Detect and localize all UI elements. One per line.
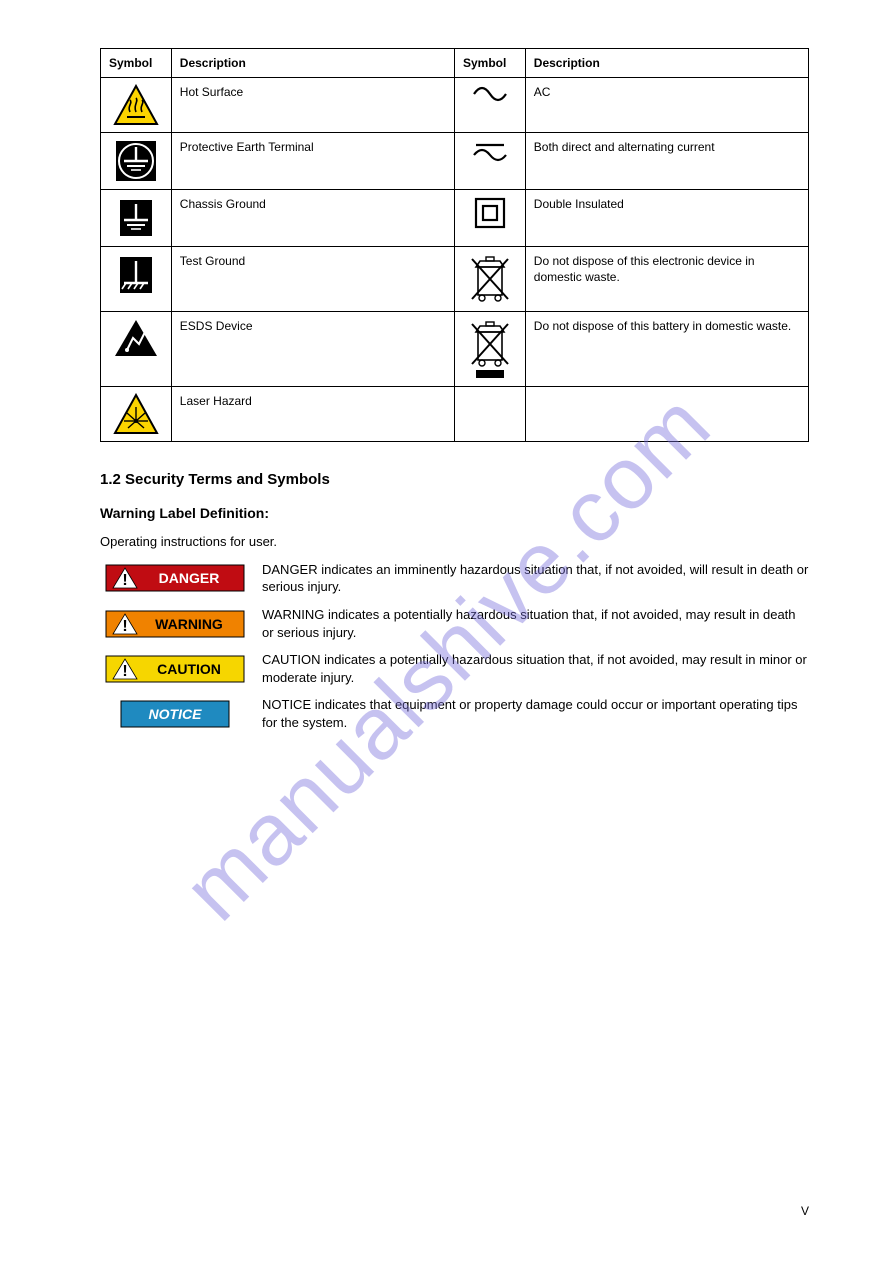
notice-text: NOTICE indicates that equipment or prope… (262, 696, 809, 731)
svg-text:WARNING: WARNING (155, 616, 223, 632)
table-row: Hot Surface AC (101, 78, 809, 133)
caution-badge: ! CAUTION (100, 655, 250, 683)
hot-surface-icon (101, 78, 172, 133)
warning-badge: ! WARNING (100, 610, 250, 638)
empty-desc (525, 387, 808, 442)
table-row: Protective Earth Terminal Both direct an… (101, 133, 809, 190)
empty-symbol (454, 387, 525, 442)
weee-icon (454, 247, 525, 312)
svg-text:NOTICE: NOTICE (149, 706, 203, 722)
page-number: V (801, 1203, 809, 1219)
svg-text:DANGER: DANGER (159, 570, 220, 586)
subsection-title: Warning Label Definition: (100, 504, 809, 523)
section-title: 1.2 Security Terms and Symbols (100, 470, 809, 490)
table-header-row: Symbol Description Symbol Description (101, 49, 809, 78)
battery-weee-icon (454, 312, 525, 387)
svg-text:!: ! (122, 572, 127, 589)
notice-badge: NOTICE (100, 700, 250, 728)
acdc-desc: Both direct and alternating current (525, 133, 808, 190)
warning-row-caution: ! CAUTION CAUTION indicates a potentiall… (100, 651, 809, 686)
protective-earth-icon (101, 133, 172, 190)
battery-weee-desc: Do not dispose of this battery in domest… (525, 312, 808, 387)
ac-desc: AC (525, 78, 808, 133)
table-row: Chassis Ground Double Insulated (101, 190, 809, 247)
danger-text: DANGER indicates an imminently hazardous… (262, 561, 809, 596)
test-ground-desc: Test Ground (171, 247, 454, 312)
table-row: Test Ground Do not dispose of this elect… (101, 247, 809, 312)
laser-hazard-desc: Laser Hazard (171, 387, 454, 442)
double-insulated-icon (454, 190, 525, 247)
hot-surface-desc: Hot Surface (171, 78, 454, 133)
danger-badge: ! DANGER (100, 564, 250, 592)
chassis-ground-desc: Chassis Ground (171, 190, 454, 247)
chassis-ground-icon (101, 190, 172, 247)
test-ground-icon (101, 247, 172, 312)
weee-desc: Do not dispose of this electronic device… (525, 247, 808, 312)
th-symbol-2: Symbol (454, 49, 525, 78)
warning-row-danger: ! DANGER DANGER indicates an imminently … (100, 561, 809, 596)
svg-text:!: ! (122, 663, 127, 680)
section-lead: Operating instructions for user. (100, 533, 809, 551)
esd-icon (101, 312, 172, 387)
th-symbol-1: Symbol (101, 49, 172, 78)
th-desc-1: Description (171, 49, 454, 78)
ac-icon (454, 78, 525, 133)
svg-text:!: ! (122, 618, 127, 635)
caution-text: CAUTION indicates a potentially hazardou… (262, 651, 809, 686)
table-row: Laser Hazard (101, 387, 809, 442)
acdc-icon (454, 133, 525, 190)
warning-row-warning: ! WARNING WARNING indicates a potentiall… (100, 606, 809, 641)
warning-row-notice: NOTICE NOTICE indicates that equipment o… (100, 696, 809, 731)
protective-earth-desc: Protective Earth Terminal (171, 133, 454, 190)
symbols-table: Symbol Description Symbol Description Ho… (100, 48, 809, 442)
warning-text: WARNING indicates a potentially hazardou… (262, 606, 809, 641)
double-insulated-desc: Double Insulated (525, 190, 808, 247)
th-desc-2: Description (525, 49, 808, 78)
laser-hazard-icon (101, 387, 172, 442)
table-row: ESDS Device Do not dispose of this batte… (101, 312, 809, 387)
esd-desc: ESDS Device (171, 312, 454, 387)
svg-text:CAUTION: CAUTION (157, 661, 221, 677)
